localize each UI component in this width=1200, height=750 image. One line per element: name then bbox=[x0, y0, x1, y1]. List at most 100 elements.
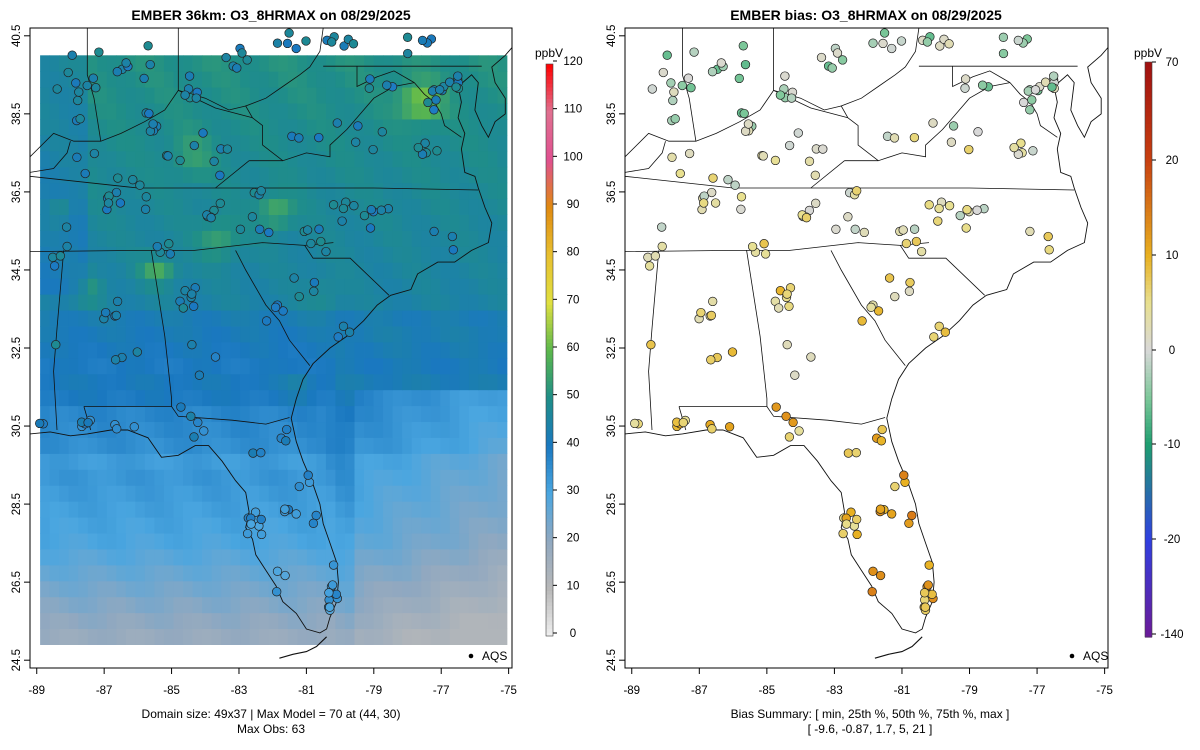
grid-cell bbox=[430, 262, 441, 279]
observation-site-marker bbox=[242, 55, 252, 65]
grid-cell bbox=[249, 389, 260, 407]
grid-cell bbox=[335, 628, 346, 645]
grid-cell bbox=[173, 389, 184, 407]
grid-cell bbox=[144, 517, 155, 534]
colorbar-segment bbox=[546, 227, 553, 233]
grid-cell bbox=[402, 453, 413, 470]
colorbar-segment bbox=[546, 548, 553, 553]
grid-cell bbox=[87, 564, 98, 582]
grid-cell bbox=[97, 134, 108, 152]
grid-cell bbox=[106, 517, 117, 534]
grid-cell bbox=[325, 437, 336, 454]
colorbar-segment bbox=[546, 411, 553, 416]
grid-cell bbox=[163, 628, 174, 645]
grid-cell bbox=[249, 87, 260, 104]
grid-cell bbox=[97, 326, 108, 343]
observation-site-marker bbox=[339, 41, 349, 51]
grid-cell bbox=[183, 214, 193, 231]
bias-site-marker bbox=[934, 321, 944, 331]
aqs-legend-marker bbox=[1069, 653, 1075, 659]
grid-cell bbox=[202, 294, 212, 311]
grid-cell bbox=[59, 501, 70, 518]
colorbar-segment bbox=[1145, 261, 1152, 266]
grid-cell bbox=[459, 533, 470, 550]
grid-cell bbox=[497, 198, 508, 215]
grid-cell bbox=[240, 278, 251, 295]
observation-site-marker bbox=[165, 249, 175, 259]
grid-cell bbox=[478, 119, 489, 136]
grid-cell bbox=[468, 87, 479, 104]
observation-site-marker bbox=[328, 560, 339, 570]
grid-cell bbox=[87, 294, 98, 311]
grid-cell bbox=[468, 564, 479, 582]
grid-cell bbox=[135, 278, 146, 295]
y-tick-label: 36.5 bbox=[11, 181, 23, 203]
grid-cell bbox=[135, 453, 146, 470]
grid-cell bbox=[211, 501, 222, 518]
grid-cell bbox=[383, 389, 394, 407]
grid-cell bbox=[125, 230, 136, 247]
grid-cell bbox=[154, 437, 165, 454]
grid-cell bbox=[440, 230, 451, 247]
grid-cell bbox=[40, 326, 51, 343]
colorbar-segment bbox=[1145, 207, 1152, 213]
bias-site-marker bbox=[919, 588, 930, 598]
grid-cell bbox=[183, 628, 193, 645]
observation-site-marker bbox=[115, 198, 126, 208]
colorbar-segment bbox=[546, 624, 553, 629]
colorbar-segment bbox=[546, 395, 553, 401]
grid-cell bbox=[421, 166, 432, 184]
bias-site-marker bbox=[811, 198, 821, 208]
grid-cell bbox=[40, 198, 51, 215]
observation-site-marker bbox=[321, 246, 331, 257]
colorbar-segment bbox=[546, 155, 553, 160]
grid-cell bbox=[278, 278, 289, 295]
observation-site-marker bbox=[140, 204, 151, 214]
observation-site-marker bbox=[306, 238, 316, 249]
grid-cell bbox=[68, 326, 79, 343]
grid-cell bbox=[354, 230, 365, 247]
grid-cell bbox=[478, 628, 489, 645]
grid-cell bbox=[173, 485, 184, 502]
grid-cell bbox=[383, 71, 394, 88]
colorbar-segment bbox=[1145, 276, 1152, 282]
grid-cell bbox=[154, 373, 165, 391]
grid-cell bbox=[116, 150, 127, 168]
grid-cell bbox=[344, 357, 355, 375]
bias-site-marker bbox=[781, 411, 791, 421]
grid-cell bbox=[240, 341, 251, 359]
grid-cell bbox=[268, 453, 279, 470]
grid-cell bbox=[192, 103, 203, 120]
grid-cell bbox=[344, 103, 355, 120]
grid-cell bbox=[163, 182, 174, 200]
grid-cell bbox=[325, 134, 336, 152]
grid-cell bbox=[297, 341, 308, 359]
grid-cell bbox=[354, 549, 365, 566]
grid-cell bbox=[335, 580, 346, 598]
grid-cell bbox=[459, 55, 470, 72]
bias-site-marker bbox=[831, 224, 841, 234]
grid-cell bbox=[297, 71, 308, 88]
colorbar-tick-label: -20 bbox=[1164, 534, 1181, 546]
grid-cell bbox=[497, 326, 508, 343]
grid-cell bbox=[354, 55, 365, 72]
grid-cell bbox=[449, 150, 460, 168]
x-tick-label: -87 bbox=[96, 685, 113, 697]
state-border-line bbox=[648, 250, 660, 431]
grid-cell bbox=[497, 628, 508, 645]
grid-cell bbox=[449, 246, 460, 263]
grid-cell bbox=[125, 182, 136, 200]
grid-cell bbox=[144, 533, 155, 550]
colorbar-segment bbox=[546, 147, 553, 153]
grid-cell bbox=[373, 71, 384, 88]
grid-cell bbox=[411, 246, 422, 263]
observation-site-marker bbox=[316, 236, 326, 247]
grid-cell bbox=[430, 198, 441, 215]
grid-cell bbox=[430, 469, 441, 486]
state-border-line bbox=[840, 28, 920, 118]
grid-cell bbox=[268, 198, 279, 215]
grid-cell bbox=[316, 182, 327, 200]
colorbar-segment bbox=[1145, 510, 1152, 515]
grid-cell bbox=[78, 564, 89, 582]
grid-cell bbox=[278, 87, 289, 104]
